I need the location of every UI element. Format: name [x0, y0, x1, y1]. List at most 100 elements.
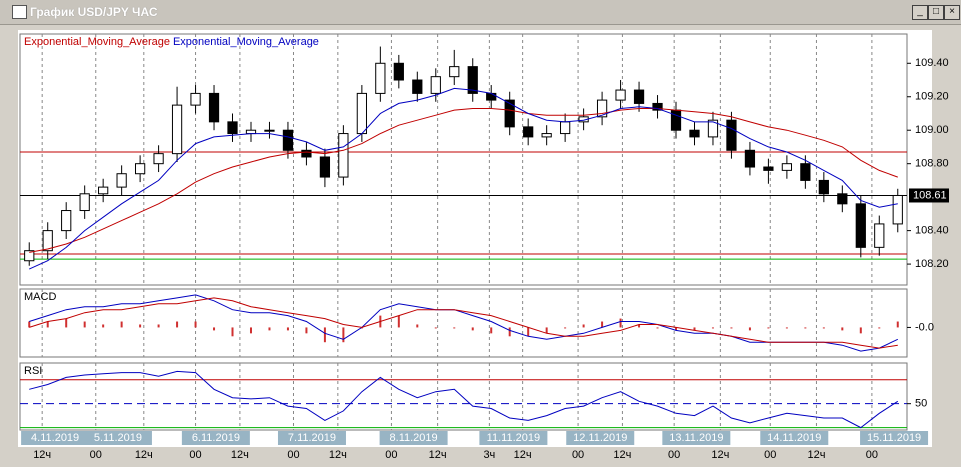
panel-title: RSI [24, 365, 42, 377]
candle-body [412, 79, 423, 94]
macd-panel [19, 288, 908, 358]
y-tick-label: 109.00 [915, 124, 949, 136]
candle-body [596, 99, 608, 118]
panel-title: MACD [24, 291, 56, 303]
candle-body [744, 149, 756, 168]
rsi-panel [19, 362, 908, 431]
histogram-bar [102, 324, 105, 328]
x-tick-label: 12ч [33, 449, 51, 461]
y-tick-label: 108.20 [915, 258, 949, 270]
rsi-line [29, 370, 899, 429]
x-tick-label: 12ч [514, 449, 532, 461]
candle-body [670, 109, 682, 131]
candle-body [171, 104, 183, 155]
histogram-bar [157, 324, 160, 328]
maximize-button[interactable]: □ [928, 5, 944, 20]
date-label-box [379, 431, 448, 445]
candle-body [245, 129, 257, 135]
histogram-bar [656, 327, 659, 329]
moving-average-line [28, 87, 898, 270]
y-tick-label: 108.80 [915, 158, 949, 170]
window-icon [12, 5, 27, 19]
candle-body [319, 156, 331, 178]
date-label-box [566, 431, 635, 445]
candle-body [818, 179, 829, 195]
candle-body [116, 173, 127, 188]
candle-body [615, 89, 626, 101]
y-tick-label: 109.40 [915, 57, 949, 69]
candle-body [208, 92, 220, 123]
candle-body [282, 129, 294, 151]
date-label-box [662, 431, 731, 445]
x-tick-label: 00 [189, 449, 201, 461]
histogram-bar [693, 327, 696, 331]
histogram-bar [471, 327, 474, 331]
histogram-bar [601, 321, 604, 328]
x-tick-label: 00 [668, 449, 680, 461]
x-tick-label: 00 [385, 449, 397, 461]
candle-body [301, 149, 312, 158]
histogram-bar [841, 327, 844, 331]
x-tick-label: 12ч [135, 449, 153, 461]
candle-body [227, 121, 238, 135]
histogram-bar [139, 324, 142, 328]
histogram-bar [896, 321, 899, 328]
x-tick-label: 00 [764, 449, 776, 461]
y-tick-label: 50 [915, 398, 927, 410]
histogram-bar [249, 327, 252, 334]
date-label: 4.11.2019 [31, 432, 79, 444]
macd-line [29, 294, 899, 352]
close-button[interactable]: × [944, 5, 960, 20]
candle-body [726, 119, 737, 151]
histogram-bar [28, 321, 31, 328]
candle-body [430, 76, 441, 94]
histogram-bar [748, 327, 751, 331]
window-title: График USD/JPY ЧАС [30, 5, 158, 19]
candle-body [79, 193, 90, 212]
candle-body [338, 133, 349, 178]
histogram-bar [120, 321, 123, 328]
candle-body [190, 92, 201, 106]
histogram-bar [342, 327, 345, 343]
histogram-bar [767, 327, 770, 329]
candle-body [689, 129, 700, 138]
minimize-button[interactable]: _ [912, 5, 928, 20]
histogram-bar [822, 327, 825, 329]
date-label: 14.11.2019 [767, 432, 821, 444]
chart-background [18, 30, 932, 447]
title-bar: График USD/JPY ЧАС _ □ × [0, 0, 961, 25]
histogram-bar [675, 327, 678, 331]
candle-body [134, 163, 146, 175]
candle-body [449, 66, 460, 78]
histogram-bar [619, 318, 622, 328]
moving-average-line [29, 108, 898, 253]
date-label: 6.11.2019 [192, 432, 240, 444]
candle-body [523, 126, 534, 138]
x-tick-label: 12ч [807, 449, 825, 461]
date-label-box [479, 431, 548, 445]
candle-body [98, 186, 109, 195]
histogram-bar [490, 327, 493, 334]
candle-body [375, 62, 386, 94]
histogram-bar [213, 327, 216, 331]
histogram-bar [582, 324, 585, 328]
date-label-box [277, 431, 346, 445]
date-label-box [21, 431, 90, 445]
candle-body [800, 163, 811, 181]
candle-body [42, 230, 53, 252]
candle-body [652, 102, 663, 111]
histogram-bar [194, 321, 197, 328]
x-tick-label: 12ч [613, 449, 631, 461]
candle-body [781, 163, 793, 171]
date-label: 8.11.2019 [390, 432, 438, 444]
histogram-bar [859, 327, 862, 334]
x-tick-label: 12ч [429, 449, 447, 461]
candle-body [24, 250, 35, 262]
histogram-bar [305, 327, 308, 334]
histogram-bar [878, 327, 881, 329]
candle-body [892, 194, 903, 225]
date-label: 5.11.2019 [94, 432, 142, 444]
date-label-box [760, 431, 829, 445]
histogram-bar [638, 324, 641, 328]
